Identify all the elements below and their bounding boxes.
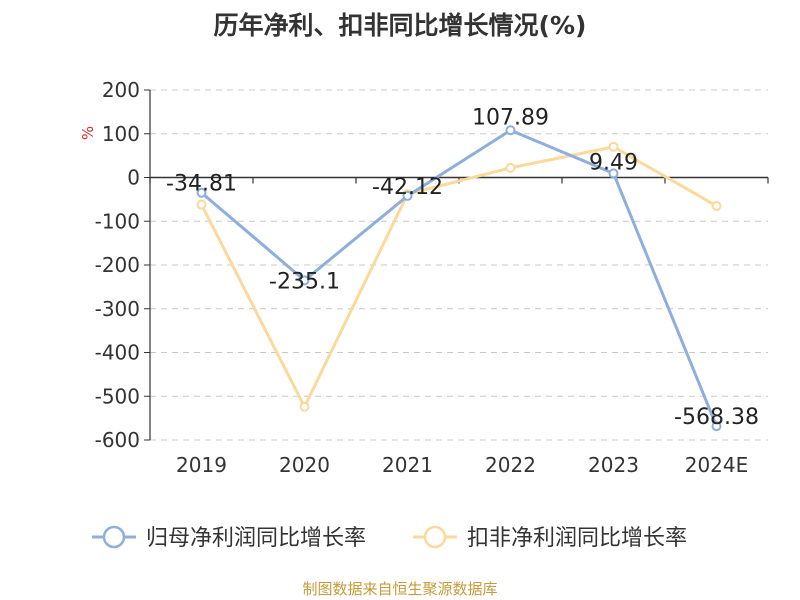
series-lines xyxy=(196,125,722,432)
x-tick-label: 2023 xyxy=(588,453,639,477)
data-point xyxy=(711,421,722,432)
y-tick-label: -200 xyxy=(95,253,140,277)
legend-marker xyxy=(102,525,126,549)
data-label: 107.89 xyxy=(472,105,549,130)
chart-title: 历年净利、扣非同比增长情况(%) xyxy=(213,11,587,40)
y-tick-label: -100 xyxy=(95,209,140,233)
legend-marker xyxy=(423,525,447,549)
data-point xyxy=(711,200,722,211)
x-tick-label: 2020 xyxy=(279,453,330,477)
data-label: -34.81 xyxy=(166,172,237,197)
grid-lines xyxy=(150,89,768,441)
x-tick-label: 2021 xyxy=(382,453,433,477)
data-label: -235.1 xyxy=(269,269,340,294)
data-point xyxy=(608,141,619,152)
x-tick-label: 2022 xyxy=(485,453,536,477)
x-tick-label: 2019 xyxy=(176,453,227,477)
data-point xyxy=(505,125,516,136)
legend-label: 扣非净利润同比增长率 xyxy=(467,526,687,551)
legend-label: 归母净利润同比增长率 xyxy=(146,526,366,551)
y-tick-label: 200 xyxy=(102,78,140,102)
y-tick-label: 100 xyxy=(102,122,140,146)
y-tick-label: -600 xyxy=(95,428,140,452)
data-point xyxy=(196,199,207,210)
data-point xyxy=(299,401,310,412)
data-point xyxy=(402,190,413,201)
x-tick-label: 2024E xyxy=(685,453,749,477)
data-label: -568.38 xyxy=(674,405,759,430)
y-tick-label: -300 xyxy=(95,297,140,321)
axes: 200 100 0 -100 -200 -300 -400 -500 -600 2019 2020 2… xyxy=(95,78,769,477)
y-tick-label: -400 xyxy=(95,341,140,365)
data-label: -42.12 xyxy=(372,175,443,200)
data-point xyxy=(608,168,619,179)
series-line-1 xyxy=(200,145,718,409)
data-point xyxy=(196,187,207,198)
source-note: 制图数据来自恒生聚源数据库 xyxy=(302,580,498,598)
legend: 归母净利润同比增长率 扣非净利润同比增长率 xyxy=(92,525,687,551)
y-axis-unit: % xyxy=(79,126,97,140)
data-labels: -34.81 -235.1 -42.12 107.89 9.49 -568.38 xyxy=(166,105,759,430)
data-point xyxy=(299,275,310,286)
y-tick-label: 0 xyxy=(127,166,140,190)
data-label: 9.49 xyxy=(589,150,638,175)
data-point xyxy=(505,162,516,173)
series-line-0 xyxy=(200,128,718,427)
y-tick-label: -500 xyxy=(95,384,140,408)
